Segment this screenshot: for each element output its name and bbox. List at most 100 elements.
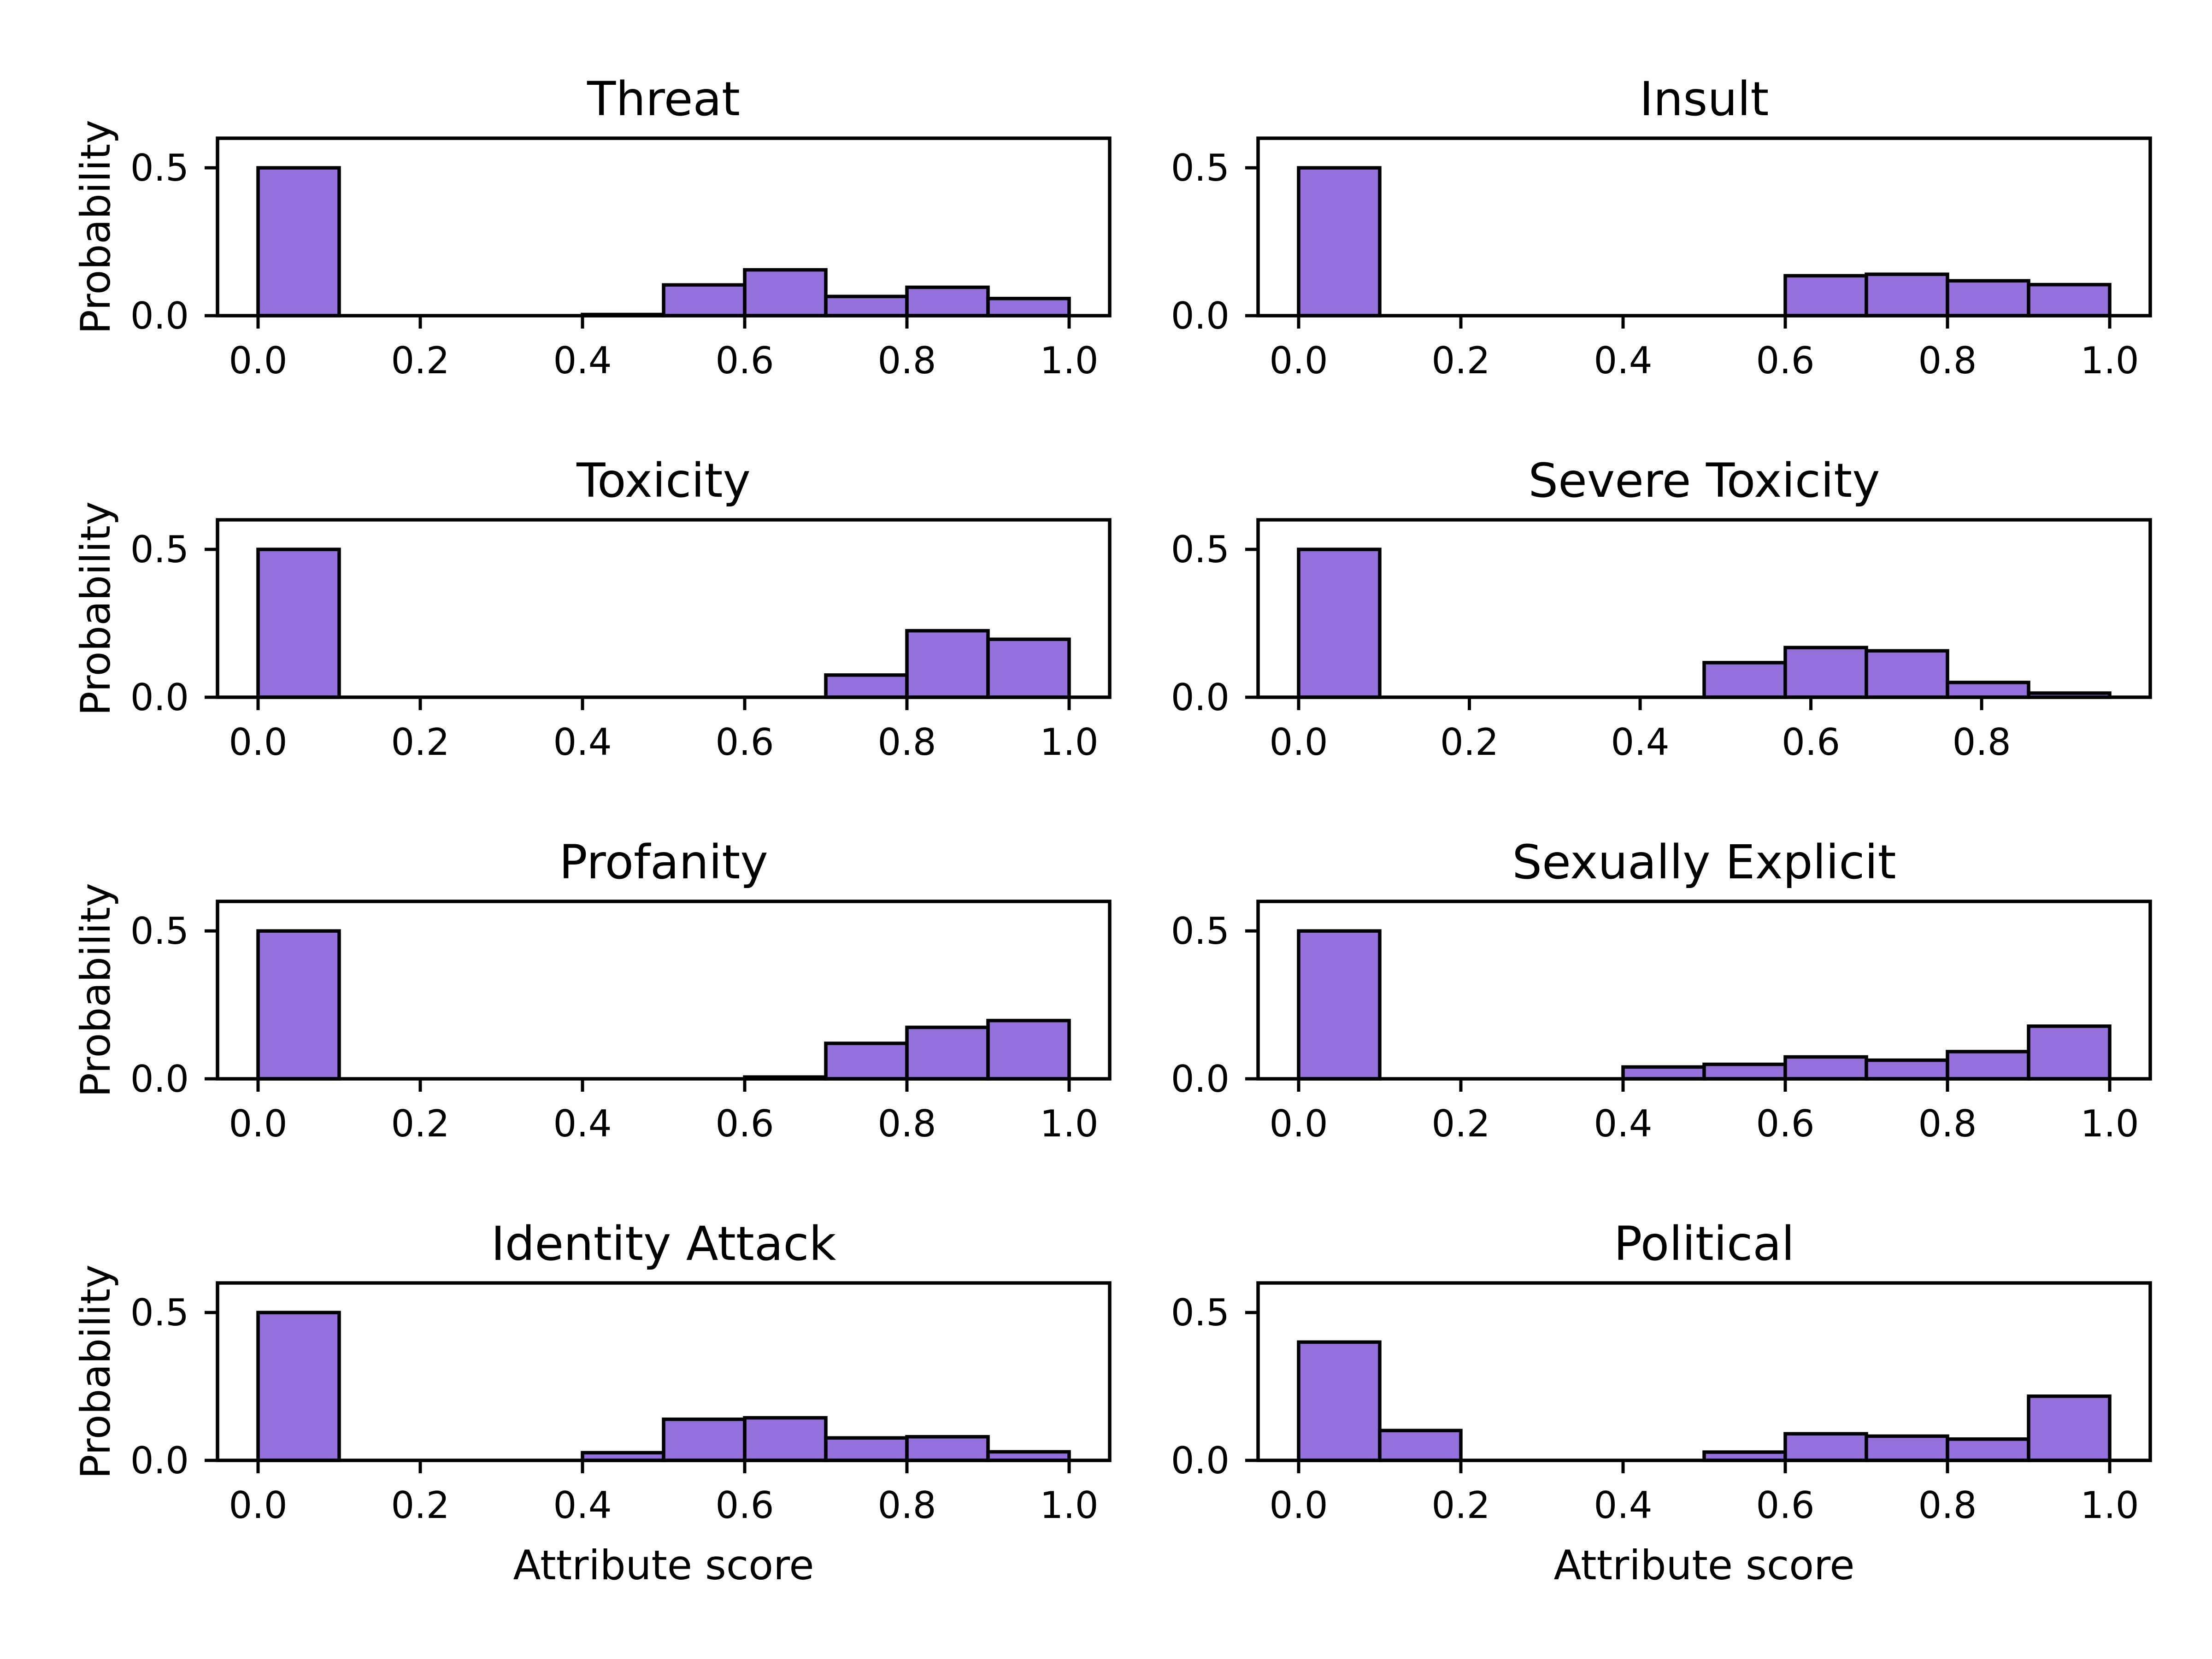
histogram-bar xyxy=(905,285,990,318)
x-tick-label: 0.4 xyxy=(553,721,612,764)
x-tick-label: 0.2 xyxy=(1440,721,1499,764)
x-tick-label: 0.4 xyxy=(553,339,612,382)
histogram-bar xyxy=(1297,166,1382,318)
y-tick-label: 0.5 xyxy=(1171,147,1230,189)
axes-frame xyxy=(216,518,1112,699)
histogram-bar xyxy=(986,637,1071,699)
histogram-bar xyxy=(2027,1394,2112,1462)
x-tick-label: 0.2 xyxy=(391,1102,449,1145)
y-tick-label: 0.5 xyxy=(130,910,189,953)
x-tick-label: 1.0 xyxy=(1040,721,1098,764)
histogram-bar xyxy=(2027,1024,2112,1081)
y-tick-label: 0.5 xyxy=(1171,910,1230,953)
x-tick-label: 0.4 xyxy=(1594,339,1652,382)
x-tick-label: 0.8 xyxy=(877,1102,936,1145)
histogram-bar xyxy=(986,297,1071,318)
x-tick-label: 0.4 xyxy=(553,1484,612,1527)
histogram-bar xyxy=(824,1436,909,1462)
x-tick-label: 0.0 xyxy=(229,721,287,764)
histogram-bar xyxy=(1297,929,1382,1081)
histogram-bar xyxy=(256,166,341,318)
y-axis-label: Probability xyxy=(72,883,119,1097)
y-tick-label: 0.0 xyxy=(130,294,189,337)
histogram-bar xyxy=(905,1025,990,1081)
x-tick-label: 1.0 xyxy=(1040,1102,1098,1145)
x-tick-label: 0.6 xyxy=(715,721,774,764)
histogram-bar xyxy=(256,929,341,1081)
x-tick-label: 0.6 xyxy=(1756,1484,1814,1527)
x-tick-label: 0.8 xyxy=(877,1484,936,1527)
histogram-bar xyxy=(256,547,341,699)
x-tick-label: 0.6 xyxy=(1756,339,1814,382)
y-tick-label: 0.0 xyxy=(130,1058,189,1100)
x-tick-label: 0.8 xyxy=(877,721,936,764)
axes-frame xyxy=(1256,1281,2152,1462)
histogram-bar xyxy=(1783,1432,1868,1462)
x-tick-label: 0.4 xyxy=(1611,721,1669,764)
histogram-bar xyxy=(1378,1429,1463,1462)
histogram-bar xyxy=(1297,547,1382,699)
x-tick-label: 0.8 xyxy=(1918,339,1977,382)
y-tick-label: 0.0 xyxy=(130,676,189,719)
y-tick-label: 0.5 xyxy=(1171,528,1230,571)
x-tick-label: 0.0 xyxy=(1269,721,1328,764)
x-tick-label: 0.8 xyxy=(877,339,936,382)
x-tick-label: 0.6 xyxy=(715,1102,774,1145)
x-tick-label: 0.6 xyxy=(715,1484,774,1527)
histogram-bar xyxy=(1783,274,1868,318)
axes-frame xyxy=(1256,518,2152,699)
subplot-title: Sexually Explicit xyxy=(1512,835,1896,890)
x-tick-label: 0.4 xyxy=(1594,1102,1652,1145)
y-axis-label: Probability xyxy=(72,501,119,716)
subplot-severe-toxicity: 0.0 0.2 0.4 0.6 0.8 0.0 0.5 Severe Toxicity xyxy=(1171,453,2152,764)
subplot-insult: 0.0 0.2 0.4 0.6 0.8 1.0 0.0 0.5 Insult xyxy=(1171,72,2152,382)
histogram-bar xyxy=(1946,1437,2030,1462)
histogram-bar xyxy=(1621,1065,1706,1081)
x-tick-label: 0.0 xyxy=(229,339,287,382)
x-tick-label: 0.2 xyxy=(1431,1102,1490,1145)
histogram-bar xyxy=(1865,1434,1949,1462)
y-tick-label: 0.0 xyxy=(1171,676,1230,719)
histogram-bar xyxy=(2027,282,2112,318)
axes-frame xyxy=(1256,136,2152,318)
histogram-bar xyxy=(1297,1340,1382,1462)
x-tick-label: 1.0 xyxy=(2080,1102,2139,1145)
x-tick-label: 1.0 xyxy=(1040,339,1098,382)
histogram-bar xyxy=(824,673,909,699)
subplot-title: Political xyxy=(1614,1217,1794,1271)
axes-frame xyxy=(216,136,1112,318)
axes-frame xyxy=(216,900,1112,1081)
subplot-title: Insult xyxy=(1640,72,1769,127)
subplot-threat: 0.0 0.2 0.4 0.6 0.8 1.0 0.0 0.5 Threat Probabilit… xyxy=(72,72,1112,382)
histogram-bar xyxy=(1702,1062,1787,1081)
x-tick-label: 0.6 xyxy=(1782,721,1840,764)
axes-frame xyxy=(1256,900,2152,1081)
histogram-bar xyxy=(1865,649,1949,699)
histogram-bar xyxy=(662,283,747,318)
x-tick-label: 1.0 xyxy=(2080,339,2139,382)
histogram-bar xyxy=(905,1435,990,1462)
x-tick-label: 0.0 xyxy=(229,1102,287,1145)
subplot-identity-attack: 0.0 0.2 0.4 0.6 0.8 1.0 0.0 0.5 Identity Attack A… xyxy=(72,1217,1112,1589)
x-tick-label: 0.0 xyxy=(1269,1102,1328,1145)
x-tick-label: 0.6 xyxy=(1756,1102,1814,1145)
histogram-bar xyxy=(1783,646,1868,699)
y-axis-label: Probability xyxy=(72,1265,119,1479)
y-axis-label: Probability xyxy=(72,120,119,334)
x-tick-label: 1.0 xyxy=(1040,1484,1098,1527)
histogram-bar xyxy=(824,294,909,318)
subplot-toxicity: 0.0 0.2 0.4 0.6 0.8 1.0 0.0 0.5 Toxicity Probabil… xyxy=(72,453,1112,764)
x-tick-label: 1.0 xyxy=(2080,1484,2139,1527)
subplot-political: 0.0 0.2 0.4 0.6 0.8 1.0 0.0 0.5 Political Attribu… xyxy=(1171,1217,2152,1589)
histogram-bar xyxy=(1946,681,2030,699)
y-tick-label: 0.0 xyxy=(1171,294,1230,337)
y-tick-label: 0.5 xyxy=(1171,1291,1230,1334)
axes-frame xyxy=(216,1281,1112,1462)
histogram-bar xyxy=(986,1018,1071,1081)
histogram-bar xyxy=(1946,1050,2030,1081)
x-tick-label: 0.8 xyxy=(1918,1484,1977,1527)
x-tick-label: 0.0 xyxy=(1269,1484,1328,1527)
subplot-title: Identity Attack xyxy=(491,1217,836,1271)
